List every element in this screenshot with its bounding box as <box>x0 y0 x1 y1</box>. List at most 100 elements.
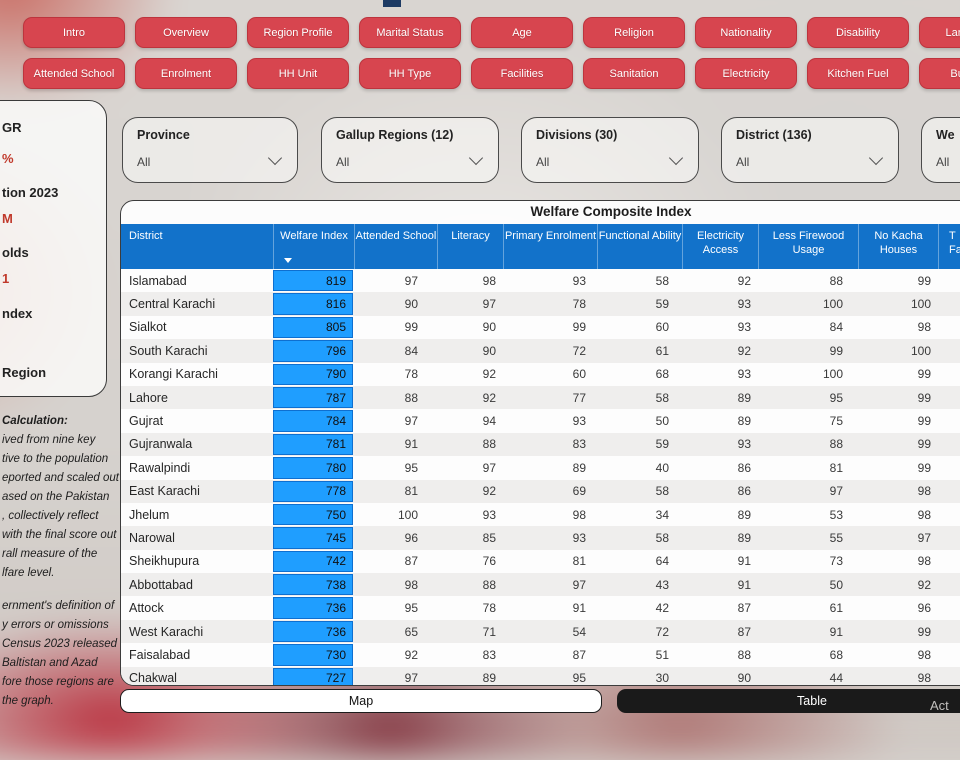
nav-button-enrolment[interactable]: Enrolment <box>135 58 237 89</box>
table-row[interactable]: Jhelum 750 100 93 98 34 89 53 98 <box>121 502 960 527</box>
filter-dropdown-district-136[interactable]: District (136) All <box>721 117 899 183</box>
nav-button-region-profile[interactable]: Region Profile <box>247 17 349 48</box>
nav-button-building[interactable]: Building <box>919 58 960 89</box>
table-cell: 95 <box>829 390 843 405</box>
table-cell: 89 <box>737 530 751 545</box>
summary-stats-panel <box>0 100 107 397</box>
welfare-index-value: 750 <box>325 507 346 522</box>
filter-dropdown-province[interactable]: Province All <box>122 117 298 183</box>
filter-dropdown-divisions-30[interactable]: Divisions (30) All <box>521 117 699 183</box>
table-row[interactable]: West Karachi 736 65 71 54 72 87 91 99 <box>121 619 960 644</box>
welfare-index-bar: 816 <box>273 293 353 315</box>
table-row[interactable]: Gujranwala 781 91 88 83 59 93 88 99 <box>121 432 960 457</box>
table-row[interactable]: Sialkot 805 99 90 99 60 93 84 98 <box>121 315 960 340</box>
map-view-button[interactable]: Map <box>120 689 602 713</box>
table-view-button[interactable]: Table <box>617 689 960 713</box>
table-cell: 88 <box>829 437 843 452</box>
welfare-index-bar: 780 <box>273 457 353 479</box>
table-cell: 54 <box>572 624 586 639</box>
welfare-index-bar: 781 <box>273 433 353 456</box>
calculation-paragraph-2: ernment's definition of y errors or omiss… <box>2 597 120 711</box>
table-row[interactable]: Islamabad 819 97 98 93 58 92 88 99 <box>121 269 960 293</box>
welfare-index-cell: 796 <box>273 339 354 362</box>
nav-button-sanitation[interactable]: Sanitation <box>583 58 685 89</box>
nav-button-attended-school[interactable]: Attended School <box>23 58 125 89</box>
table-cell: 88 <box>737 647 751 662</box>
table-row[interactable]: Abbottabad 738 98 88 97 43 91 50 92 <box>121 573 960 597</box>
table-cell: 98 <box>482 273 496 288</box>
table-cell: 78 <box>482 601 496 616</box>
table-cell: 61 <box>829 601 843 616</box>
table-cell: 77 <box>572 390 586 405</box>
table-cell: 99 <box>917 460 931 475</box>
nav-button-disability[interactable]: Disability <box>807 17 909 48</box>
table-cell: 87 <box>737 624 751 639</box>
filter-dropdown-gallup-regions-12[interactable]: Gallup Regions (12) All <box>321 117 499 183</box>
table-row[interactable]: Central Karachi 816 90 97 78 59 93 100 100 <box>121 292 960 316</box>
welfare-index-bar: 787 <box>273 386 353 409</box>
district-cell: South Karachi <box>129 343 208 358</box>
table-cell-clipped <box>938 526 960 549</box>
table-cell: 84 <box>829 320 843 335</box>
nav-button-hh-unit[interactable]: HH Unit <box>247 58 349 89</box>
sort-descending-icon <box>284 258 292 263</box>
column-header-no-kacha-houses[interactable]: No Kacha Houses <box>858 224 938 269</box>
table-cell: 73 <box>829 554 843 569</box>
table-row[interactable]: East Karachi 778 81 92 69 58 86 97 98 <box>121 479 960 503</box>
table-row[interactable]: Sheikhupura 742 87 76 81 64 91 73 98 <box>121 549 960 574</box>
table-cell: 97 <box>482 460 496 475</box>
column-header-electricity-access[interactable]: Electricity Access <box>682 224 758 269</box>
calculation-text-line: tive to the population <box>2 453 109 465</box>
welfare-index-cell: 745 <box>273 526 354 549</box>
nav-button-language[interactable]: Language <box>919 17 960 48</box>
table-row[interactable]: Rawalpindi 780 95 97 89 40 86 81 99 <box>121 456 960 480</box>
table-cell-clipped <box>938 643 960 666</box>
nav-button-religion[interactable]: Religion <box>583 17 685 48</box>
district-cell: West Karachi <box>129 624 204 639</box>
nav-button-overview[interactable]: Overview <box>135 17 237 48</box>
table-row[interactable]: Chakwal 727 97 89 95 30 90 44 98 <box>121 666 960 685</box>
column-header-t-fa[interactable]: T Fa <box>938 224 960 269</box>
calculation-text-line: ernment's definition of <box>2 600 115 612</box>
nav-button-kitchen-fuel[interactable]: Kitchen Fuel <box>807 58 909 89</box>
nav-button-age[interactable]: Age <box>471 17 573 48</box>
filter-selected-value: All <box>137 155 151 169</box>
table-row[interactable]: Korangi Karachi 790 78 92 60 68 93 100 99 <box>121 362 960 386</box>
welfare-composite-index-card: Welfare Composite Index District Welfare … <box>120 200 960 686</box>
table-cell: 98 <box>917 320 931 335</box>
column-header-literacy[interactable]: Literacy <box>437 224 503 269</box>
welfare-index-value: 745 <box>325 530 346 545</box>
welfare-index-cell: 738 <box>273 573 354 596</box>
column-header-district[interactable]: District <box>121 224 273 269</box>
table-row[interactable]: Gujrat 784 97 94 93 50 89 75 99 <box>121 409 960 433</box>
column-header-welfare-index[interactable]: Welfare Index <box>273 224 354 269</box>
nav-button-marital-status[interactable]: Marital Status <box>359 17 461 48</box>
table-cell: 98 <box>917 647 931 662</box>
welfare-index-value: 780 <box>325 460 346 475</box>
table-cell: 97 <box>404 414 418 429</box>
column-header-attended-school[interactable]: Attended School <box>354 224 437 269</box>
table-row[interactable]: Narowal 745 96 85 93 58 89 55 97 <box>121 526 960 550</box>
table-cell: 88 <box>482 577 496 592</box>
nav-button-intro[interactable]: Intro <box>23 17 125 48</box>
nav-button-facilities[interactable]: Facilities <box>471 58 573 89</box>
column-header-functional-ability[interactable]: Functional Ability <box>597 224 682 269</box>
table-row[interactable]: Faisalabad 730 92 83 87 51 88 68 98 <box>121 643 960 667</box>
stat-label-fragment: ndex <box>2 306 33 321</box>
table-cell: 98 <box>572 507 586 522</box>
nav-button-hh-type[interactable]: HH Type <box>359 58 461 89</box>
nav-button-electricity[interactable]: Electricity <box>695 58 797 89</box>
table-row[interactable]: Attock 736 95 78 91 42 87 61 96 <box>121 596 960 620</box>
filter-selected-value: All <box>336 155 350 169</box>
column-header-less-firewood-usage[interactable]: Less Firewood Usage <box>758 224 858 269</box>
table-row[interactable]: Lahore 787 88 92 77 58 89 95 99 <box>121 385 960 410</box>
filter-dropdown-we[interactable]: We All <box>921 117 960 183</box>
calculation-text-line: the graph. <box>2 695 54 707</box>
table-row[interactable]: South Karachi 796 84 90 72 61 92 99 100 <box>121 339 960 363</box>
table-cell: 71 <box>482 624 496 639</box>
nav-button-nationality[interactable]: Nationality <box>695 17 797 48</box>
welfare-index-cell: 727 <box>273 667 354 685</box>
column-header-primary-enrolment[interactable]: Primary Enrolment <box>503 224 597 269</box>
table-cell: 97 <box>829 484 843 499</box>
column-header-label: Welfare Index <box>280 230 348 242</box>
